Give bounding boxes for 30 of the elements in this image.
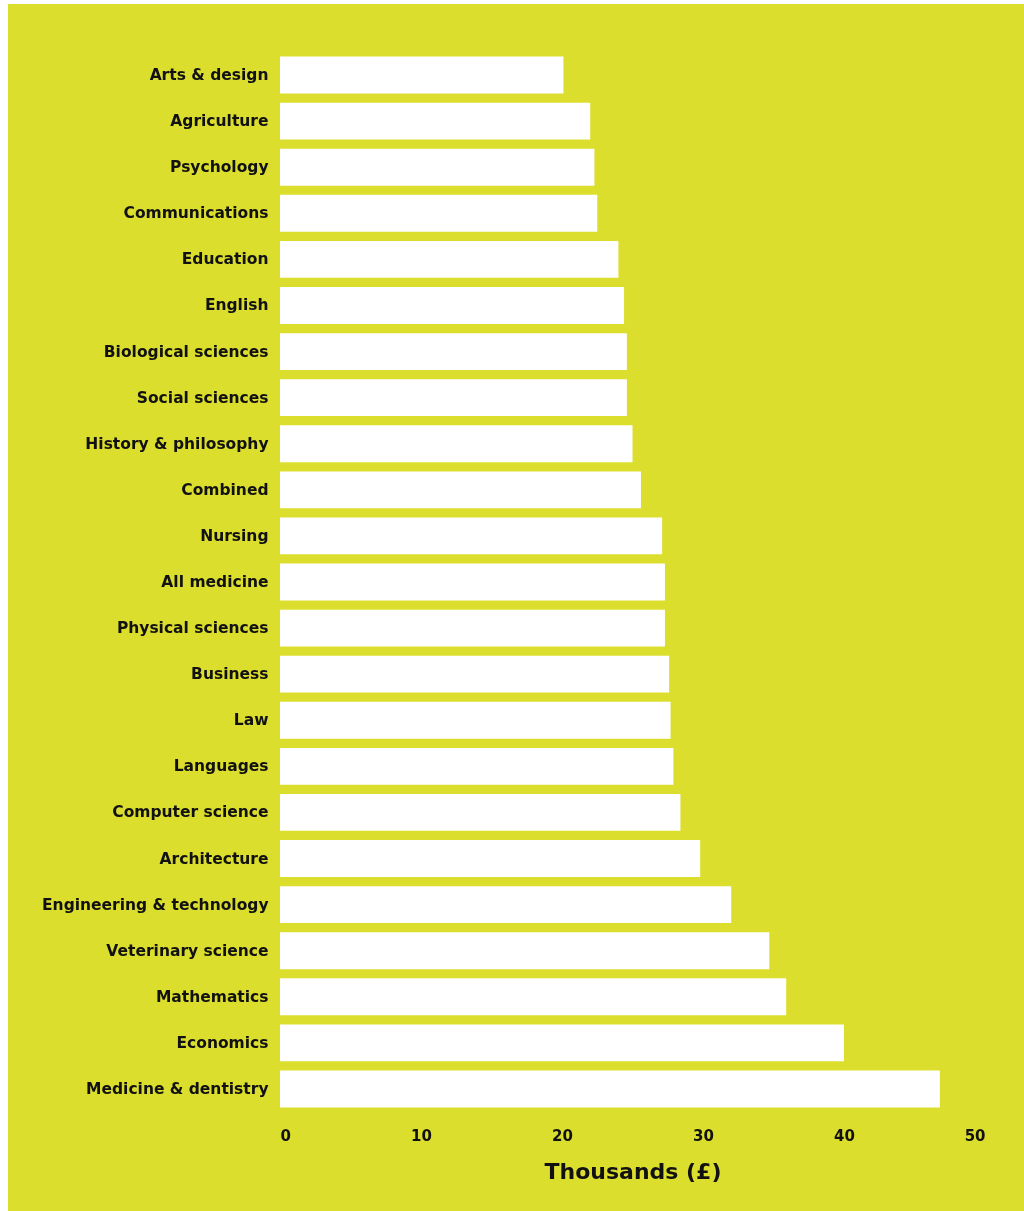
x-tick-label: 10 xyxy=(411,1126,432,1145)
y-tick-label: Arts & design xyxy=(149,66,269,85)
x-tick-label: 50 xyxy=(964,1126,986,1145)
y-tick-label: Computer science xyxy=(112,803,269,822)
y-tick-label: Engineering & technology xyxy=(42,895,269,914)
y-tick-label: Combined xyxy=(181,480,269,499)
y-tick-label: Business xyxy=(191,665,269,684)
x-tick-label: 20 xyxy=(552,1126,573,1145)
y-tick-label: Law xyxy=(233,711,269,730)
y-tick-label: Education xyxy=(181,250,269,269)
y-tick-label: Communications xyxy=(123,204,269,223)
x-tick-label: 30 xyxy=(693,1126,714,1145)
y-tick-label: Biological sciences xyxy=(103,342,269,361)
y-tick-label: English xyxy=(204,296,269,315)
y-tick-label: All medicine xyxy=(161,573,269,591)
y-tick-label: Physical sciences xyxy=(116,619,269,638)
y-tick-label: Veterinary science xyxy=(106,941,269,960)
y-tick-label: Economics xyxy=(176,1033,269,1052)
y-tick-label: Psychology xyxy=(170,158,269,177)
x-tick-label: 0 xyxy=(280,1126,291,1145)
y-tick-label: Architecture xyxy=(159,849,269,868)
x-axis-title: Thousands (£) xyxy=(544,1158,722,1184)
y-tick-label: Agriculture xyxy=(170,112,269,131)
y-tick-label: History & philosophy xyxy=(85,434,269,453)
y-tick-label: Mathematics xyxy=(155,987,269,1006)
y-tick-label: Social sciences xyxy=(136,388,269,407)
y-tick-label: Nursing xyxy=(200,526,269,545)
x-tick-label: 40 xyxy=(834,1126,855,1145)
y-tick-label: Languages xyxy=(173,757,269,776)
y-tick-label: Medicine & dentistry xyxy=(86,1079,269,1098)
